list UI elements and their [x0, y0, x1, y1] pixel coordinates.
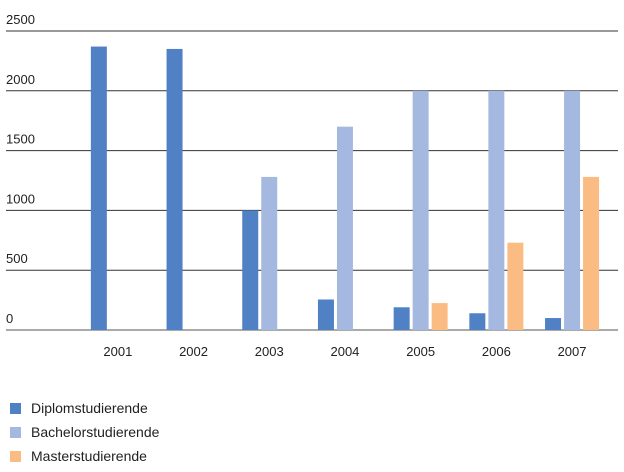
- bar-diplomstudierende-2003: [242, 210, 259, 330]
- bar-masterstudierende-2005: [431, 303, 448, 330]
- bar-bachelorstudierende-2004: [336, 126, 353, 331]
- bar-masterstudierende-2006: [507, 242, 524, 330]
- y-tick-label: 2500: [6, 12, 35, 27]
- legend-label: Masterstudierende: [31, 448, 147, 464]
- bar-bachelorstudierende-2007: [564, 90, 581, 330]
- legend: Diplomstudierende Bachelorstudierende Ma…: [10, 396, 159, 468]
- legend-item-bachelorstudierende: Bachelorstudierende: [10, 420, 159, 444]
- bar-bachelorstudierende-2005: [412, 90, 429, 330]
- bar-diplomstudierende-2002: [166, 48, 183, 330]
- legend-swatch: [10, 450, 21, 462]
- legend-label: Bachelorstudierende: [31, 424, 160, 440]
- bar-diplomstudierende-2005: [393, 307, 410, 330]
- bar-bachelorstudierende-2006: [488, 90, 505, 330]
- x-tick-label: 2002: [179, 344, 208, 359]
- y-tick-label: 500: [6, 251, 28, 266]
- legend-swatch: [10, 402, 21, 414]
- y-tick-label: 1500: [6, 132, 35, 147]
- bar-diplomstudierende-2006: [469, 313, 486, 330]
- bar-masterstudierende-2007: [583, 176, 600, 330]
- bar-diplomstudierende-2001: [90, 46, 107, 330]
- legend-swatch: [10, 426, 21, 438]
- y-tick-label: 0: [6, 311, 13, 326]
- x-tick-label: 2003: [255, 344, 284, 359]
- x-tick-label: 2007: [558, 344, 587, 359]
- legend-item-diplomstudierende: Diplomstudierende: [10, 396, 159, 420]
- x-axis-tick-labels: 2001 2002 2003 2004 2005 2006 2007: [103, 344, 586, 359]
- x-tick-label: 2006: [482, 344, 511, 359]
- bar-diplomstudierende-2007: [545, 318, 562, 330]
- bar-diplomstudierende-2004: [317, 299, 334, 330]
- legend-label: Diplomstudierende: [31, 400, 148, 416]
- y-tick-label: 2000: [6, 72, 35, 87]
- x-tick-label: 2004: [330, 344, 359, 359]
- bar-bachelorstudierende-2003: [261, 176, 278, 330]
- x-tick-label: 2001: [103, 344, 132, 359]
- legend-item-masterstudierende: Masterstudierende: [10, 444, 159, 468]
- bars: [90, 46, 600, 331]
- y-axis-tick-labels: 0 500 1000 1500 2000 2500: [6, 12, 35, 326]
- y-tick-label: 1000: [6, 191, 35, 206]
- x-tick-label: 2005: [406, 344, 435, 359]
